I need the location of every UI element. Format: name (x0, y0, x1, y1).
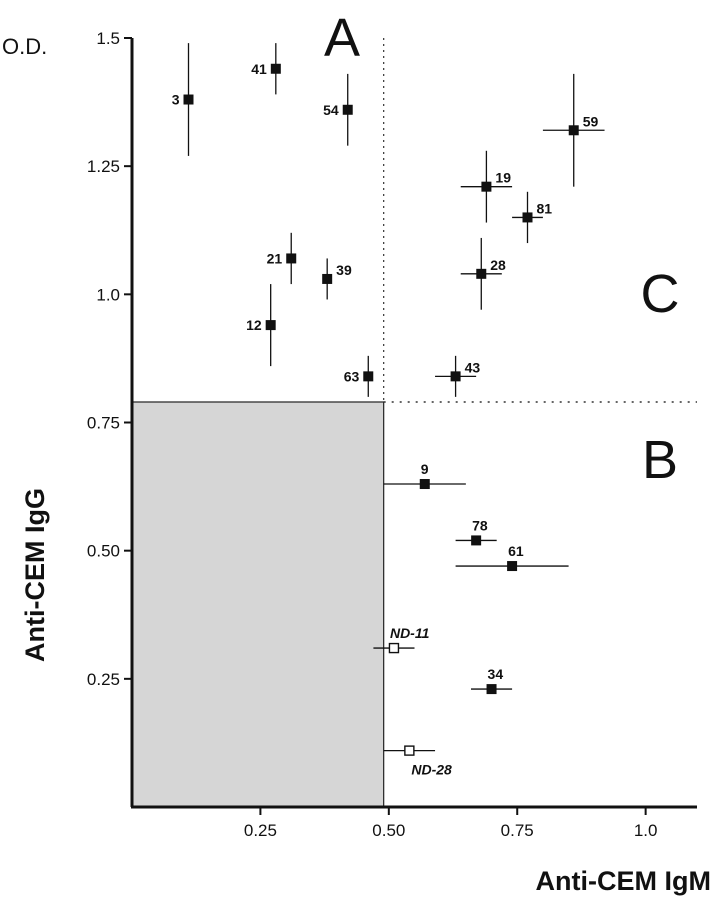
data-point (404, 745, 415, 756)
data-point (183, 94, 194, 105)
y-tick-label: 1.0 (96, 285, 120, 304)
x-tick-label: 0.50 (372, 821, 405, 840)
data-point (522, 212, 533, 223)
data-point (481, 181, 492, 192)
x-tick-label: 0.25 (244, 821, 277, 840)
y-axis-title: Anti-CEM IgG (20, 488, 50, 662)
x-tick-label: 0.75 (501, 821, 534, 840)
negative-region (131, 401, 385, 808)
point-label: 81 (537, 200, 553, 216)
point-label: 59 (583, 113, 599, 129)
region-c-label: C (641, 264, 680, 324)
y-tick-label: 0.75 (87, 414, 120, 433)
y-tick-label: 1.25 (87, 157, 120, 176)
point-label: 54 (323, 102, 339, 118)
data-point (476, 268, 487, 279)
point-label: 19 (495, 170, 511, 186)
point-label: ND-11 (390, 625, 430, 641)
data-point (419, 479, 430, 490)
y-tick-label: 0.25 (87, 670, 120, 689)
data-point (388, 642, 400, 654)
data-point (471, 535, 482, 546)
x-tick-label: 1.0 (634, 821, 658, 840)
point-label: 41 (251, 61, 267, 77)
y-tick-label: 1.5 (96, 29, 120, 48)
point-label: 21 (267, 250, 283, 266)
point-label: 3 (172, 92, 180, 108)
data-point (568, 125, 579, 136)
point-label: 12 (246, 317, 262, 333)
data-point (486, 684, 497, 695)
point-label: 43 (465, 359, 481, 375)
data-point (322, 273, 333, 284)
region-a-label: A (324, 8, 360, 68)
data-point (342, 104, 353, 115)
point-label: 61 (508, 543, 524, 559)
data-point (363, 371, 374, 382)
point-label: 63 (344, 368, 360, 384)
data-point (265, 320, 276, 331)
point-label: 28 (490, 257, 506, 273)
data-point (507, 561, 518, 572)
point-label: ND-28 (411, 762, 452, 778)
data-point (286, 253, 297, 264)
data-point (450, 371, 461, 382)
region-b-label: B (642, 430, 678, 490)
data-point (270, 63, 281, 74)
x-axis-title: Anti-CEM IgM (536, 866, 711, 896)
point-label: 9 (421, 461, 429, 477)
y-unit-label: O.D. (2, 34, 47, 59)
point-label: 34 (488, 666, 504, 682)
point-label: 78 (472, 517, 488, 533)
y-tick-label: 0.50 (87, 542, 120, 561)
point-label: 39 (336, 262, 352, 278)
